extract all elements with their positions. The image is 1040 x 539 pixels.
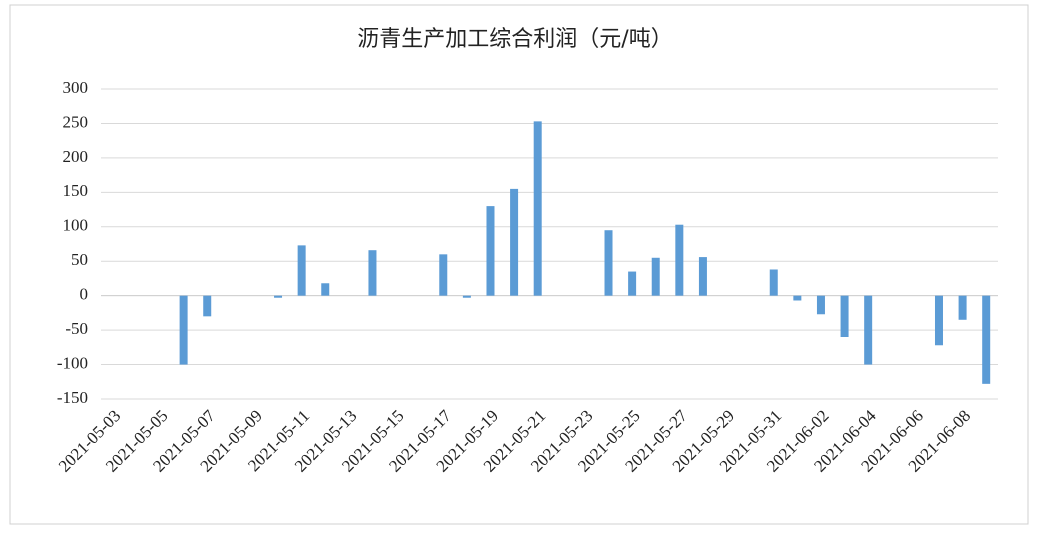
bar xyxy=(510,188,519,296)
bar xyxy=(368,250,377,296)
y-tick-label: 150 xyxy=(63,181,89,200)
bar xyxy=(297,245,306,296)
bar xyxy=(864,295,873,365)
bar xyxy=(462,295,471,298)
y-tick-label: 200 xyxy=(63,147,89,166)
bar xyxy=(934,295,943,346)
bar xyxy=(179,295,188,365)
bar xyxy=(840,295,849,337)
y-tick-label: -150 xyxy=(57,388,88,407)
chart-border xyxy=(9,4,1029,525)
y-tick-label: -50 xyxy=(65,319,88,338)
y-tick-label: 0 xyxy=(80,285,89,304)
bar xyxy=(486,206,495,296)
bar xyxy=(698,257,707,296)
bar xyxy=(769,269,778,296)
y-tick-label: -100 xyxy=(57,353,88,372)
bar xyxy=(628,271,637,296)
y-tick-label: 100 xyxy=(63,216,89,235)
bar xyxy=(274,295,283,298)
bar xyxy=(321,283,330,296)
y-tick-label: 300 xyxy=(63,78,89,97)
bar xyxy=(439,254,448,296)
bar xyxy=(793,295,802,301)
bar xyxy=(604,230,613,296)
bar xyxy=(675,224,684,296)
bar xyxy=(816,295,825,315)
bar xyxy=(203,295,212,317)
bar xyxy=(533,121,542,296)
y-tick-label: 250 xyxy=(63,112,89,131)
bar xyxy=(958,295,967,320)
bar xyxy=(651,257,660,296)
bar xyxy=(982,295,991,384)
chart-title: 沥青生产加工综合利润（元/吨） xyxy=(357,27,672,52)
y-tick-label: 50 xyxy=(71,250,88,269)
